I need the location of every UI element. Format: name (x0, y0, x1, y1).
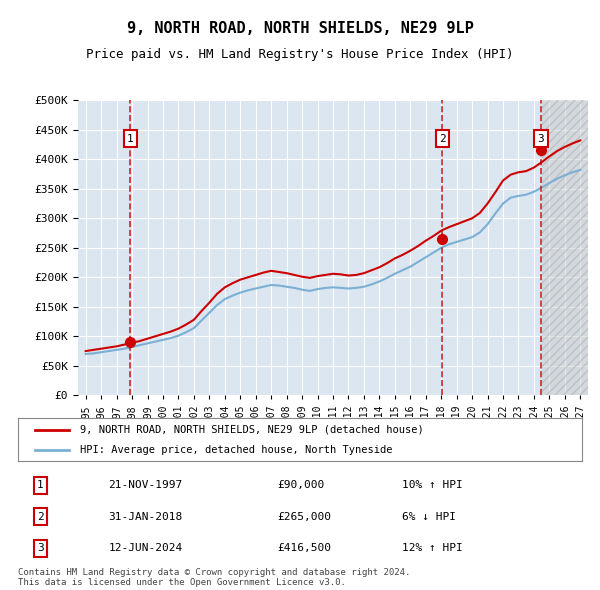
Text: 2: 2 (37, 512, 44, 522)
Text: 2: 2 (439, 134, 446, 143)
Text: 21-NOV-1997: 21-NOV-1997 (108, 480, 182, 490)
Text: 3: 3 (37, 543, 44, 553)
Text: 10% ↑ HPI: 10% ↑ HPI (401, 480, 462, 490)
Text: 9, NORTH ROAD, NORTH SHIELDS, NE29 9LP (detached house): 9, NORTH ROAD, NORTH SHIELDS, NE29 9LP (… (80, 425, 424, 435)
Text: £90,000: £90,000 (277, 480, 325, 490)
Text: Price paid vs. HM Land Registry's House Price Index (HPI): Price paid vs. HM Land Registry's House … (86, 48, 514, 61)
Bar (542, 100, 588, 395)
Text: 9, NORTH ROAD, NORTH SHIELDS, NE29 9LP: 9, NORTH ROAD, NORTH SHIELDS, NE29 9LP (127, 21, 473, 35)
Text: £416,500: £416,500 (277, 543, 331, 553)
Text: 31-JAN-2018: 31-JAN-2018 (108, 512, 182, 522)
Text: 1: 1 (37, 480, 44, 490)
Text: HPI: Average price, detached house, North Tyneside: HPI: Average price, detached house, Nort… (80, 445, 392, 455)
Text: 3: 3 (538, 134, 544, 143)
Text: £265,000: £265,000 (277, 512, 331, 522)
Text: 12% ↑ HPI: 12% ↑ HPI (401, 543, 462, 553)
Text: 6% ↓ HPI: 6% ↓ HPI (401, 512, 455, 522)
Text: 12-JUN-2024: 12-JUN-2024 (108, 543, 182, 553)
Text: Contains HM Land Registry data © Crown copyright and database right 2024.
This d: Contains HM Land Registry data © Crown c… (18, 568, 410, 587)
Text: 1: 1 (127, 134, 134, 143)
